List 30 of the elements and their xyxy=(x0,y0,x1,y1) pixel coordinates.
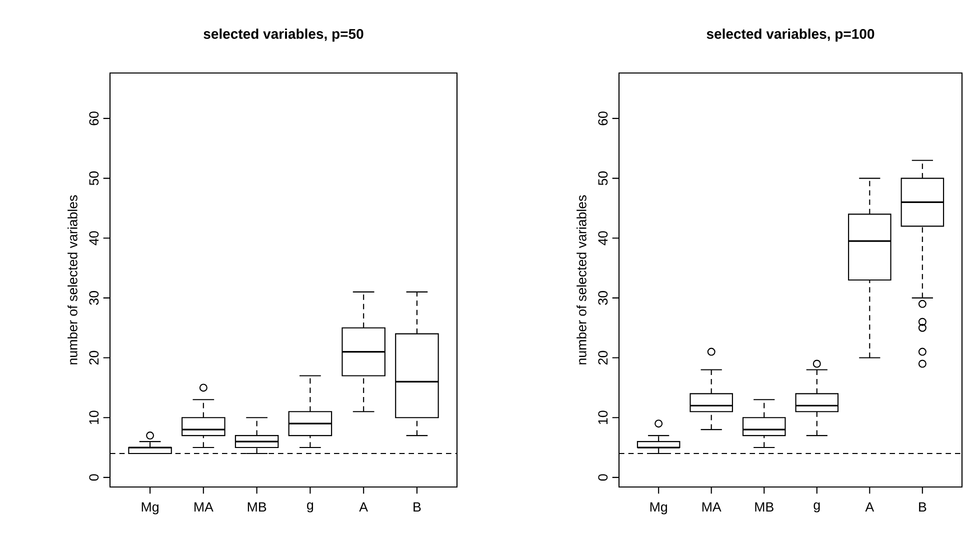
y-tick-label: 20 xyxy=(598,350,608,365)
chart-title: selected variables, p=100 xyxy=(706,28,874,42)
y-tick-label: 10 xyxy=(89,410,99,424)
y-tick-label: 30 xyxy=(598,291,608,305)
y-tick-label: 20 xyxy=(89,350,99,365)
x-tick-label: MB xyxy=(248,502,266,512)
x-tick-label: MA xyxy=(194,502,214,512)
y-tick-label: 40 xyxy=(89,231,99,246)
y-axis-title: number of selected variables xyxy=(576,195,586,364)
y-tick-label: 50 xyxy=(89,171,99,186)
y-tick-label: 30 xyxy=(89,291,99,305)
y-tick-label: 0 xyxy=(89,474,99,481)
y-tick-label: 60 xyxy=(89,112,99,126)
chart-title: selected variables, p=50 xyxy=(204,28,364,42)
y-axis-title: number of selected variables xyxy=(68,195,78,364)
x-tick-label: A xyxy=(865,502,874,512)
x-tick-label: Mg xyxy=(650,502,667,514)
x-tick-label: Mg xyxy=(142,502,158,514)
y-tick-label: 10 xyxy=(598,410,608,424)
y-tick-label: 40 xyxy=(598,231,608,246)
x-tick-label: B xyxy=(919,502,926,512)
x-tick-label: B xyxy=(414,502,421,512)
y-tick-label: 50 xyxy=(598,171,608,186)
x-tick-label: MB xyxy=(755,502,774,512)
x-tick-label: MA xyxy=(702,502,722,512)
x-tick-label: g xyxy=(814,502,820,512)
y-tick-label: 60 xyxy=(598,112,608,126)
x-tick-label: A xyxy=(359,502,368,512)
y-tick-label: 0 xyxy=(598,474,608,481)
x-tick-label: g xyxy=(307,502,314,512)
